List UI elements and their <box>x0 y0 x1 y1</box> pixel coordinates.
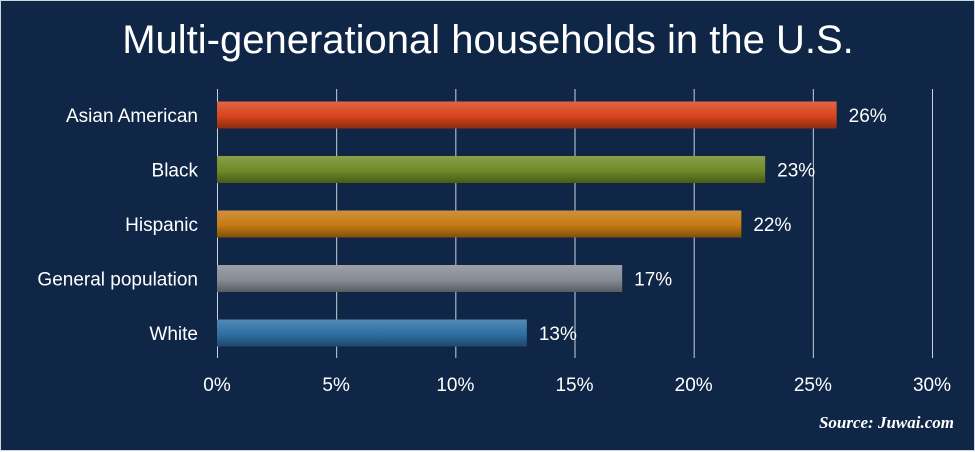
bar <box>217 210 742 238</box>
x-tick-label: 20% <box>675 375 713 396</box>
category-label: Asian American <box>66 106 198 127</box>
chart-title: Multi-generational households in the U.S… <box>122 18 854 62</box>
value-label: 17% <box>634 270 672 291</box>
bar <box>217 101 837 129</box>
value-label: 22% <box>753 215 791 236</box>
x-tick-label: 0% <box>203 375 231 396</box>
x-axis-tick-labels: 0% 5% 10% 15% 20% 25% 30% <box>203 375 951 396</box>
category-labels: Asian American Black Hispanic General popul… <box>37 106 198 345</box>
category-label: Hispanic <box>125 215 198 236</box>
category-label: General population <box>37 270 198 291</box>
category-label: Black <box>152 161 199 182</box>
bar <box>217 156 766 183</box>
bars <box>217 101 837 347</box>
category-label: White <box>149 324 198 345</box>
x-tick-label: 10% <box>436 375 474 396</box>
value-label: 13% <box>539 324 577 345</box>
x-tick-label: 25% <box>794 375 832 396</box>
value-label: 26% <box>849 106 887 127</box>
x-tick-label: 15% <box>555 375 593 396</box>
bar <box>217 319 527 347</box>
value-labels: 26% 23% 22% 17% 13% <box>539 106 887 345</box>
value-label: 23% <box>777 161 815 182</box>
bar <box>217 265 623 292</box>
x-tick-label: 5% <box>322 375 350 396</box>
source-credit: Source: Juwai.com <box>819 413 954 432</box>
x-tick-label: 30% <box>913 375 951 396</box>
